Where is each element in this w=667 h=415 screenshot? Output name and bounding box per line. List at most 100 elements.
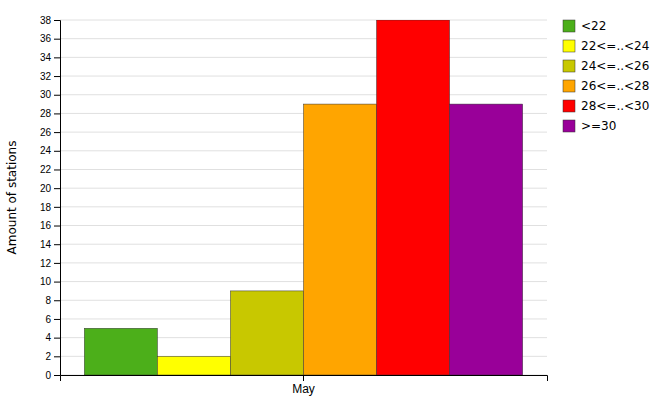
grid-line [60,38,547,39]
y-tick-mark [54,132,60,133]
y-tick-label: 18 [40,202,52,213]
y-tick: 2 [45,351,60,362]
y-tick-mark [54,188,60,189]
chart-svg: 02468101214161820222426283032343638MayAm… [0,0,667,415]
y-tick-mark [54,244,60,245]
bar [450,104,523,375]
y-tick-label: 26 [40,127,52,138]
legend-label: <22 [581,19,606,33]
y-tick-mark [54,76,60,77]
y-tick: 30 [40,89,60,100]
y-tick-label: 8 [45,295,51,306]
y-tick: 12 [40,258,60,269]
x-tick-label: May [292,382,315,396]
x-axis: May [61,375,548,396]
y-tick: 38 [40,15,60,26]
y-tick-mark [54,57,60,58]
legend-swatch [563,100,575,112]
y-tick-mark [54,263,60,264]
y-tick: 8 [45,295,60,306]
legend-swatch [563,120,575,132]
y-tick: 6 [45,314,60,325]
x-tick: May [292,375,315,396]
y-tick-mark [54,319,60,320]
y-tick-label: 38 [40,15,52,26]
y-tick: 18 [40,202,60,213]
y-tick: 28 [40,108,60,119]
legend-item: 24<=..<26 [563,59,649,73]
y-tick-label: 4 [45,332,51,343]
y-tick: 10 [40,276,60,287]
x-axis-line [61,376,548,382]
bar [304,104,377,375]
y-axis: 02468101214161820222426283032343638 [40,15,61,381]
y-tick-label: 32 [40,71,52,82]
y-tick-mark [54,95,60,96]
y-tick-mark [54,207,60,208]
legend-swatch [563,60,575,72]
y-tick: 16 [40,220,60,231]
grid-line [60,94,547,95]
y-tick: 0 [45,370,60,381]
y-tick-label: 6 [45,314,51,325]
legend: <22 22<=..<24 24<=..<26 26<=..<28 28<=..<30 >… [563,19,649,133]
y-tick-mark [54,282,60,283]
y-tick: 22 [40,164,60,175]
y-axis-title: Amount of stations [5,141,19,255]
y-tick-label: 10 [40,276,52,287]
grid-line [60,20,547,21]
legend-label: 26<=..<28 [581,79,649,93]
y-tick: 32 [40,71,60,82]
legend-label: >=30 [581,119,616,133]
y-tick-mark [54,39,60,40]
y-tick-label: 34 [40,52,52,63]
legend-label: 22<=..<24 [581,39,649,53]
y-tick-mark [54,338,60,339]
y-tick-label: 0 [45,370,51,381]
y-tick-label: 12 [40,258,52,269]
y-tick-label: 22 [40,164,52,175]
plot-area: 02468101214161820222426283032343638May [40,15,548,396]
y-tick-mark [54,169,60,170]
y-tick-mark [54,113,60,114]
y-tick-mark [54,151,60,152]
y-tick-label: 24 [40,145,52,156]
y-axis-line [54,21,61,376]
y-tick-mark [54,356,60,357]
y-tick: 26 [40,127,60,138]
y-tick: 14 [40,239,60,250]
bar [377,20,450,375]
y-tick: 24 [40,145,60,156]
y-tick: 4 [45,332,60,343]
y-tick-label: 28 [40,108,52,119]
legend-label: 24<=..<26 [581,59,649,73]
grid-line [60,76,547,77]
x-tick-mark [303,375,304,381]
grid [60,20,547,375]
legend-swatch [563,80,575,92]
grid-line [60,57,547,58]
legend-label: 28<=..<30 [581,99,649,113]
y-tick: 34 [40,52,60,63]
legend-swatch [563,20,575,32]
y-tick-label: 30 [40,89,52,100]
legend-swatch [563,40,575,52]
y-tick: 20 [40,183,60,194]
y-tick-mark [54,375,60,376]
bar [157,356,230,375]
y-tick-mark [54,300,60,301]
chart-container: 02468101214161820222426283032343638MayAm… [0,0,667,415]
legend-item: >=30 [563,119,616,133]
bar [230,291,303,375]
y-tick-label: 36 [40,33,52,44]
y-tick-mark [54,20,60,21]
bar [84,328,157,375]
legend-item: <22 [563,19,606,33]
y-tick-label: 14 [40,239,52,250]
y-tick-mark [54,226,60,227]
legend-item: 26<=..<28 [563,79,649,93]
legend-item: 28<=..<30 [563,99,649,113]
y-tick-label: 2 [45,351,51,362]
y-tick-label: 16 [40,220,52,231]
bars [84,20,522,375]
